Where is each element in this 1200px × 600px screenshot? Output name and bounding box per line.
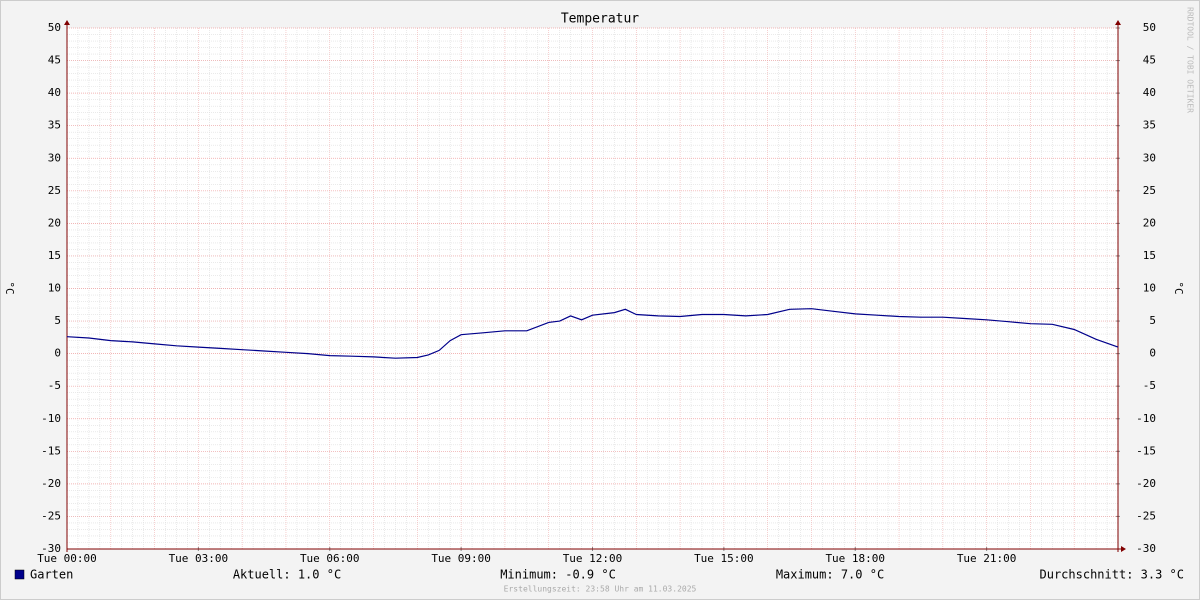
y-tick-label: -25: [41, 509, 61, 522]
y-tick-label: 15: [48, 249, 61, 262]
y2-tick-label: 35: [1143, 119, 1156, 132]
arrow: [1115, 20, 1121, 25]
grid: [67, 27, 1118, 550]
y2-tick-label: 0: [1149, 347, 1156, 360]
y-tick-label: 20: [48, 216, 61, 229]
y-tick-label: 10: [48, 282, 61, 295]
legend-label: Garten: [30, 568, 73, 582]
stat: Aktuell: 1.0 °C: [233, 568, 341, 582]
y2-tick-label: -30: [1136, 542, 1156, 555]
y-tick-label: 0: [54, 347, 61, 360]
y-tick-label: 35: [48, 119, 61, 132]
y2-tick-label: 45: [1143, 54, 1156, 67]
y-tick-label: 45: [48, 54, 61, 67]
y-tick-label: -5: [48, 379, 61, 392]
y-tick-label: 50: [48, 21, 61, 34]
stat: Durchschnitt: 3.3 °C: [1040, 568, 1185, 582]
y2-tick-label: 50: [1143, 21, 1156, 34]
y2-tick-label: 10: [1143, 282, 1156, 295]
y2-tick-label: -15: [1136, 444, 1156, 457]
legend-swatch: [14, 569, 25, 580]
stat: Minimum: -0.9 °C: [500, 568, 616, 582]
y2-tick-label: 20: [1143, 216, 1156, 229]
watermark: RRDTOOL / TOBI OETIKER: [1186, 7, 1195, 113]
y-tick-label: 40: [48, 86, 61, 99]
x-tick-label: Tue 03:00: [169, 552, 229, 565]
y-axis-label: °C: [3, 281, 16, 294]
y2-tick-label: 15: [1143, 249, 1156, 262]
x-tick-label: Tue 00:00: [37, 552, 97, 565]
y-tick-label: 25: [48, 184, 61, 197]
y2-tick-label: -20: [1136, 477, 1156, 490]
x-tick-label: Tue 15:00: [694, 552, 754, 565]
x-tick-label: Tue 06:00: [300, 552, 360, 565]
x-tick-label: Tue 21:00: [957, 552, 1017, 565]
stat: Maximum: 7.0 °C: [776, 568, 884, 582]
footer: Erstellungszeit: 23:58 Uhr am 11.03.2025: [504, 585, 697, 594]
y2-tick-label: 30: [1143, 151, 1156, 164]
y2-tick-label: 5: [1149, 314, 1156, 327]
y2-tick-label: 25: [1143, 184, 1156, 197]
y2-tick-label: -25: [1136, 509, 1156, 522]
y-tick-label: -20: [41, 477, 61, 490]
chart-title: Temperatur: [561, 12, 639, 27]
x-tick-label: Tue 18:00: [825, 552, 885, 565]
arrow: [64, 20, 70, 25]
y-tick-label: -10: [41, 412, 61, 425]
y-tick-label: 5: [54, 314, 61, 327]
x-tick-label: Tue 09:00: [431, 552, 491, 565]
series-line: [66, 308, 1119, 359]
y2-tick-label: -10: [1136, 412, 1156, 425]
y-tick-label: -30: [41, 542, 61, 555]
y2-axis-label: °C: [1172, 281, 1185, 294]
y-tick-label: 30: [48, 151, 61, 164]
y-tick-label: -15: [41, 444, 61, 457]
x-tick-label: Tue 12:00: [563, 552, 623, 565]
y2-tick-label: -5: [1143, 379, 1156, 392]
arrow: [1121, 546, 1126, 552]
y2-tick-label: 40: [1143, 86, 1156, 99]
